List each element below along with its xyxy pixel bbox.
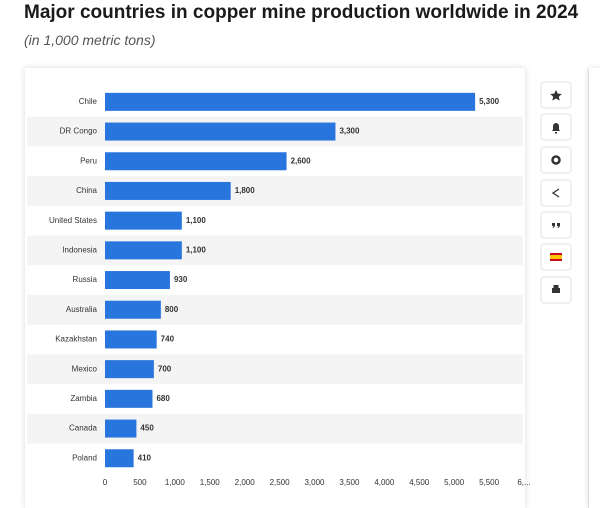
value-label: 410 [138, 453, 152, 462]
y-tick-label: Zambia [70, 394, 97, 403]
value-label: 700 [158, 364, 172, 373]
y-tick-label: Australia [66, 305, 98, 314]
y-tick-label: Canada [69, 424, 98, 433]
value-label: 740 [161, 335, 175, 344]
value-label: 1,100 [186, 245, 207, 254]
y-tick-label: Peru [80, 156, 97, 165]
bar [105, 271, 170, 290]
bar [105, 449, 134, 468]
chart: 0 500 1,000 1,500 2,000 2,500 3,000 3,500 4,000 4… [27, 81, 572, 487]
row-band [27, 354, 523, 384]
value-label: 450 [140, 424, 154, 433]
x-tick-label: 4,500 [409, 478, 430, 487]
side-panel [588, 68, 600, 508]
value-label: 1,100 [186, 216, 207, 225]
x-tick-label: 3,000 [304, 478, 325, 487]
x-tick-label: 2,500 [270, 478, 291, 487]
quote-icon [552, 223, 560, 228]
y-tick-label: Poland [72, 453, 97, 462]
row-band [27, 235, 523, 266]
page-title: Major countries in copper mine productio… [24, 2, 579, 23]
share-button[interactable] [540, 179, 572, 207]
toolbar [540, 81, 572, 304]
bar [105, 419, 137, 438]
bar [105, 241, 182, 260]
gear-icon [551, 155, 561, 165]
x-tick-label: 4,000 [374, 478, 395, 487]
x-tick-label: 3,500 [339, 478, 360, 487]
x-tick-label: 6,... [517, 478, 530, 487]
y-tick-label: China [76, 186, 97, 195]
print-icon [552, 285, 560, 293]
page-subtitle: (in 1,000 metric tons) [24, 32, 156, 48]
bar [105, 211, 182, 230]
y-tick-label: Russia [73, 275, 98, 284]
bar [105, 330, 157, 349]
page: Major countries in copper mine productio… [24, 2, 589, 508]
bar [105, 152, 287, 171]
y-tick-label: Mexico [72, 364, 98, 373]
y-tick-label: United States [49, 216, 97, 225]
cite-button[interactable] [540, 211, 572, 239]
y-tick-label: Indonesia [62, 245, 97, 254]
y-tick-label: Kazakhstan [55, 335, 97, 344]
x-tick-label: 0 [103, 478, 108, 487]
star-icon [550, 90, 562, 101]
x-tick-label: 1,000 [165, 478, 186, 487]
value-label: 3,300 [339, 127, 360, 136]
value-label: 5,300 [479, 97, 500, 106]
bar [105, 360, 154, 379]
row-band [27, 176, 523, 206]
x-tick-label: 2,000 [235, 478, 256, 487]
value-label: 2,600 [291, 156, 312, 165]
settings-button[interactable] [540, 146, 572, 174]
bar [105, 181, 231, 200]
value-label: 930 [174, 275, 188, 284]
x-tick-label: 1,500 [200, 478, 221, 487]
y-tick-label: Chile [79, 97, 98, 106]
value-label: 800 [165, 305, 179, 314]
bar [105, 92, 476, 111]
x-tick-label: 5,000 [444, 478, 465, 487]
bell-icon [552, 123, 560, 134]
value-label: 680 [156, 394, 170, 403]
bar [105, 122, 336, 141]
bar [105, 389, 153, 408]
x-tick-label: 5,500 [479, 478, 500, 487]
value-label: 1,800 [235, 186, 256, 195]
flag-stripe [550, 255, 562, 259]
row-band [27, 413, 523, 444]
x-tick-label: 500 [133, 478, 147, 487]
row-band [27, 294, 523, 325]
share-icon [551, 188, 560, 198]
bar [105, 300, 161, 319]
y-tick-label: DR Congo [60, 127, 98, 136]
